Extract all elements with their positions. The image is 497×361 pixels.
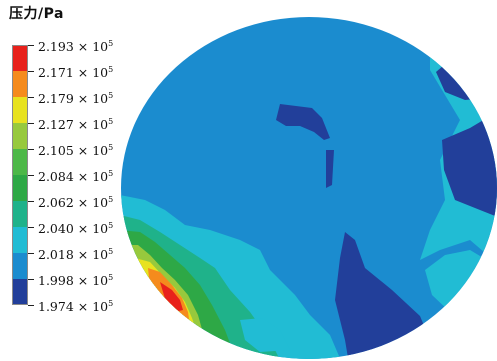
legend-swatch: [12, 45, 28, 71]
contour-region-2040-rim: [430, 325, 480, 359]
contour-region-1974-sliver: [326, 150, 334, 188]
legend-label: 2.084 × 105: [38, 167, 113, 184]
legend-tick: [28, 201, 34, 202]
contour-region-2193: [160, 282, 183, 312]
color-legend: 2.193 × 105 2.171 × 105 2.179 × 105 2.127 ×…: [0, 0, 140, 361]
contour-region-1974-center: [276, 104, 330, 140]
legend-label: 2.105 × 105: [38, 141, 113, 158]
legend-label: 2.018 × 105: [38, 245, 113, 262]
legend-label-exponent: 5: [108, 221, 114, 230]
legend-tick: [28, 253, 34, 254]
legend-label-exponent: 5: [108, 117, 114, 126]
legend-label: 1.974 × 105: [38, 297, 113, 314]
legend-swatch: [12, 227, 28, 253]
legend-label-exponent: 5: [108, 39, 114, 48]
legend-tick: [28, 45, 34, 46]
legend-label-value: 2.171: [38, 65, 74, 80]
legend-label-exponent: 5: [108, 143, 114, 152]
legend-label: 2.127 × 105: [38, 115, 113, 132]
legend-label-exponent: 5: [108, 91, 114, 100]
legend-label-value: 2.040: [38, 221, 74, 236]
legend-label-value: 2.127: [38, 117, 74, 132]
legend-label: 2.062 × 105: [38, 193, 113, 210]
legend-swatch: [12, 175, 28, 201]
legend-label-multiplier: × 10: [73, 169, 109, 184]
legend-label-value: 1.998: [38, 273, 74, 288]
legend-label-value: 2.062: [38, 195, 74, 210]
legend-label-multiplier: × 10: [73, 143, 109, 158]
legend-label-value: 2.018: [38, 247, 74, 262]
legend-label-multiplier: × 10: [73, 299, 109, 314]
legend-swatch: [12, 201, 28, 227]
legend-swatch: [12, 253, 28, 279]
legend-label-value: 2.084: [38, 169, 74, 184]
legend-label-multiplier: × 10: [73, 91, 109, 106]
legend-swatch: [12, 149, 28, 175]
legend-label: 2.179 × 105: [38, 89, 113, 106]
legend-label: 2.040 × 105: [38, 219, 113, 236]
legend-label-exponent: 5: [108, 247, 114, 256]
legend-label-value: 2.179: [38, 91, 74, 106]
legend-tick: [28, 71, 34, 72]
legend-label-multiplier: × 10: [73, 247, 109, 262]
legend-swatch: [12, 71, 28, 97]
legend-label-multiplier: × 10: [73, 195, 109, 210]
legend-label-multiplier: × 10: [73, 39, 109, 54]
contour-region-2040-patch: [240, 318, 290, 352]
legend-swatch: [12, 123, 28, 149]
legend-label-multiplier: × 10: [73, 273, 109, 288]
legend-label-value: 2.193: [38, 39, 74, 54]
legend-tick: [28, 175, 34, 176]
legend-label-value: 2.105: [38, 143, 74, 158]
legend-label-exponent: 5: [108, 65, 114, 74]
legend-tick: [28, 97, 34, 98]
legend-tick: [28, 279, 34, 280]
legend-label-multiplier: × 10: [73, 117, 109, 132]
legend-tick: [28, 149, 34, 150]
legend-label: 1.998 × 105: [38, 271, 113, 288]
legend-label: 2.193 × 105: [38, 37, 113, 54]
legend-label-exponent: 5: [108, 169, 114, 178]
legend-label-exponent: 5: [108, 273, 114, 282]
legend-label-multiplier: × 10: [73, 221, 109, 236]
contour-regions: [121, 17, 497, 359]
legend-label-exponent: 5: [108, 195, 114, 204]
legend-label-value: 1.974: [38, 299, 74, 314]
legend-tick: [28, 123, 34, 124]
legend-tick: [28, 227, 34, 228]
legend-title: 压力/Pa: [9, 6, 64, 22]
legend-swatch: [12, 97, 28, 123]
legend-label: 2.171 × 105: [38, 63, 113, 80]
legend-tick: [28, 305, 34, 306]
legend-label-exponent: 5: [108, 299, 114, 308]
legend-label-multiplier: × 10: [73, 65, 109, 80]
legend-swatch: [12, 279, 28, 305]
